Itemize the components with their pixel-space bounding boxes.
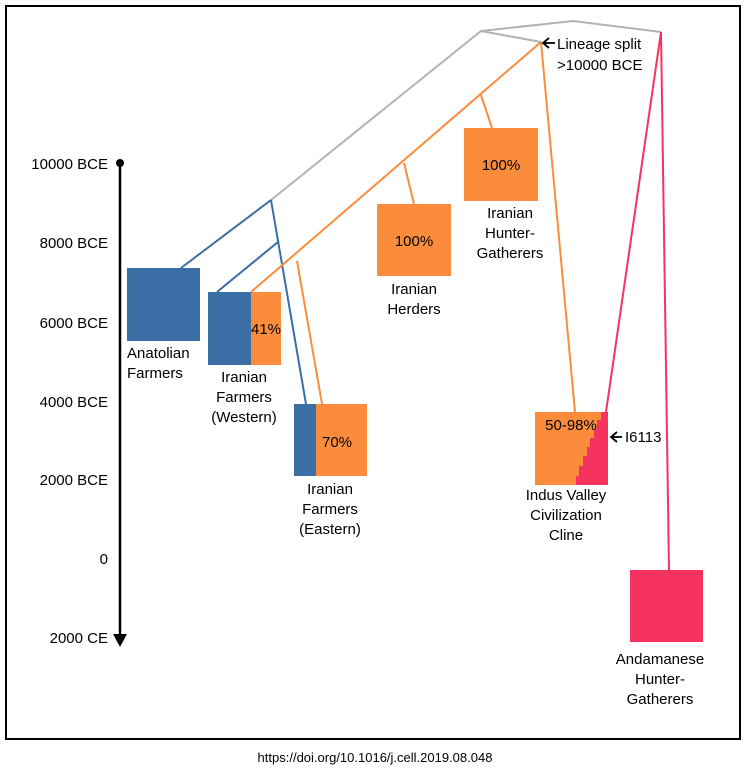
population-box bbox=[377, 204, 451, 276]
annotation-line: >10000 BCE bbox=[557, 57, 642, 74]
annotation-line: Lineage split bbox=[557, 36, 642, 53]
tick-label: 8000 BCE bbox=[40, 235, 108, 252]
iranian-component bbox=[316, 404, 367, 476]
diagram-frame bbox=[5, 5, 741, 740]
population-label: Iranian bbox=[487, 205, 533, 222]
population-label: Cline bbox=[549, 527, 583, 544]
anatolian-component bbox=[208, 292, 251, 365]
percent-label: 100% bbox=[482, 157, 520, 174]
doi-link[interactable]: https://doi.org/10.1016/j.cell.2019.08.0… bbox=[257, 750, 493, 765]
tick-label: 2000 BCE bbox=[40, 472, 108, 489]
population-label: Herders bbox=[387, 301, 440, 318]
population-label: Anatolian bbox=[127, 345, 190, 362]
sample-annotation: I6113 bbox=[609, 429, 661, 446]
population-label: Iranian bbox=[221, 369, 267, 386]
population-label: Farmers bbox=[216, 389, 272, 406]
percent-label: 50-98% bbox=[545, 417, 597, 434]
tick-label: 4000 BCE bbox=[40, 394, 108, 411]
percent-label: 41% bbox=[251, 321, 281, 338]
population-label: Hunter- bbox=[485, 225, 535, 242]
tick-label: 6000 BCE bbox=[40, 315, 108, 332]
population-label: Iranian bbox=[391, 281, 437, 298]
population-box bbox=[464, 128, 538, 201]
population-label: Gatherers bbox=[627, 691, 694, 708]
iranian-farmers-western: 41% Iranian Farmers (Western) bbox=[208, 292, 281, 426]
tick-label: 2000 CE bbox=[50, 630, 108, 647]
iranian-farmers-eastern: 70% Iranian Farmers (Eastern) bbox=[294, 404, 367, 538]
root-lineage bbox=[270, 19, 662, 201]
sample-label: I6113 bbox=[625, 429, 661, 446]
population-box bbox=[127, 268, 200, 341]
population-label: Civilization bbox=[530, 507, 602, 524]
arrowhead-icon bbox=[609, 431, 618, 443]
tick-label: 10000 BCE bbox=[31, 156, 108, 173]
iranian-herders: 100% Iranian Herders bbox=[377, 204, 451, 318]
population-label: (Western) bbox=[211, 409, 277, 426]
percent-label: 100% bbox=[395, 233, 433, 250]
population-label: Iranian bbox=[307, 481, 353, 498]
time-axis-start-dot bbox=[116, 159, 124, 167]
population-label: Gatherers bbox=[477, 245, 544, 262]
andamanese-cline-component bbox=[576, 412, 608, 485]
anatolian-farmers: Anatolian Farmers bbox=[127, 268, 200, 382]
population-label: Indus Valley bbox=[526, 487, 607, 504]
population-label: (Eastern) bbox=[299, 521, 361, 538]
time-axis: 10000 BCE 8000 BCE 6000 BCE 4000 BCE 200… bbox=[31, 156, 127, 647]
tick-label: 0 bbox=[100, 551, 108, 568]
population-label: Farmers bbox=[302, 501, 358, 518]
population-label: Farmers bbox=[127, 365, 183, 382]
andamanese-hunter-gatherers: Andamanese Hunter- Gatherers bbox=[616, 570, 704, 708]
indus-valley-cline: 50-98% Indus Valley Civilization Cline bbox=[526, 412, 608, 544]
andamanese-lineage bbox=[605, 31, 670, 571]
population-label: Andamanese bbox=[616, 651, 704, 668]
population-label: Hunter- bbox=[635, 671, 685, 688]
time-axis-arrowhead bbox=[113, 634, 127, 647]
iranian-lineage bbox=[250, 41, 576, 413]
percent-label: 70% bbox=[322, 434, 352, 451]
population-box bbox=[630, 570, 703, 642]
anatolian-lineage bbox=[180, 199, 307, 405]
iranian-component bbox=[251, 292, 281, 365]
anatolian-component bbox=[294, 404, 316, 476]
lineage-split-annotation: Lineage split >10000 BCE bbox=[541, 36, 642, 74]
iranian-hunter-gatherers: 100% Iranian Hunter- Gatherers bbox=[464, 128, 543, 262]
arrowhead-icon bbox=[541, 37, 550, 49]
